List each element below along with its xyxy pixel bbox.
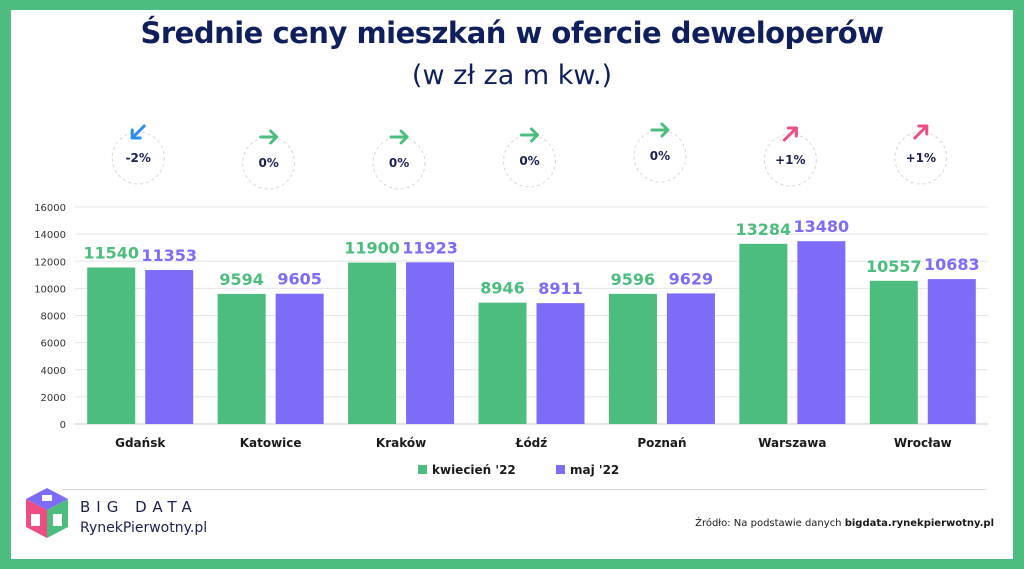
arrow-down-left-icon <box>130 124 146 140</box>
arrow-right-icon <box>520 127 539 143</box>
data-label: 11353 <box>141 246 197 265</box>
change-indicator: -2% <box>111 124 165 185</box>
y-axis: 0 2000 4000 6000 8000 10000 12000 14000 16000 <box>34 203 66 431</box>
data-label: 9596 <box>611 270 656 289</box>
bar-maj <box>797 241 846 424</box>
arrow-right-icon <box>259 129 279 145</box>
data-label: 11923 <box>402 238 458 257</box>
change-indicator: 0% <box>242 129 296 190</box>
y-tick-label: 4000 <box>41 366 66 377</box>
legend-label: kwiecień '22 <box>432 463 516 477</box>
source-note: Źródło: Na podstawie danych bigdata.ryne… <box>695 518 994 529</box>
change-indicator: 0% <box>633 122 687 183</box>
change-indicator: +1% <box>894 124 948 185</box>
change-label: +1% <box>775 153 805 167</box>
bars <box>87 241 976 424</box>
data-label: 10557 <box>866 257 922 276</box>
x-tick-label: Gdańsk <box>115 436 166 450</box>
x-tick-label: Poznań <box>637 436 686 450</box>
legend-swatch <box>556 465 565 474</box>
x-tick-label: Katowice <box>240 436 302 450</box>
bar-maj <box>927 279 976 424</box>
legend: kwiecień '22 maj '22 <box>418 463 619 477</box>
change-indicator: 0% <box>372 129 426 190</box>
change-label: 0% <box>258 156 278 170</box>
data-label: 11900 <box>344 239 400 258</box>
gridlines <box>75 206 988 425</box>
source-prefix: Źródło: Na podstawie danych <box>695 518 842 529</box>
chart-title: Średnie ceny mieszkań w ofercie dewelope… <box>140 16 884 50</box>
bar-maj <box>406 262 455 424</box>
y-tick-label: 8000 <box>41 312 66 323</box>
bar-kwiecien <box>217 293 266 424</box>
change-label: 0% <box>389 156 409 170</box>
rynekpierwotny-logo-icon <box>26 488 68 538</box>
chart-subtitle: (w zł za m kw.) <box>411 60 613 91</box>
data-label: 9605 <box>277 270 322 289</box>
data-label: 8911 <box>538 279 583 298</box>
change-indicator: +1% <box>763 126 817 187</box>
bar-maj <box>536 303 585 424</box>
bar-kwiecien <box>608 293 657 424</box>
bar-maj <box>275 293 324 424</box>
bar-kwiecien <box>739 243 788 424</box>
change-label: 0% <box>650 149 670 163</box>
change-label: -2% <box>126 151 151 165</box>
x-tick-label: Łódź <box>515 436 548 450</box>
source-link[interactable]: bigdata.rynekpierwotny.pl <box>844 518 994 529</box>
change-indicators: -2% 0% 0% 0% 0% +1% +1% <box>111 122 948 190</box>
change-label: 0% <box>519 154 539 168</box>
data-label: 9629 <box>669 269 714 288</box>
footer-divider <box>62 489 986 490</box>
arrow-right-icon <box>650 122 670 138</box>
data-labels: 11540 11353 9594 9605 11900 11923 8946 8911 9596… <box>83 217 979 298</box>
change-indicator: 0% <box>503 127 556 188</box>
brand-name: RynekPierwotny.pl <box>80 520 208 536</box>
data-label: 11540 <box>83 243 139 262</box>
y-tick-label: 2000 <box>41 393 66 404</box>
data-label: 10683 <box>924 255 980 274</box>
arrow-up-right-icon <box>782 126 798 142</box>
legend-swatch <box>418 465 427 474</box>
bar-maj <box>666 293 715 424</box>
y-tick-label: 16000 <box>34 203 66 214</box>
bar-maj <box>145 270 194 424</box>
x-tick-label: Wrocław <box>894 436 952 450</box>
arrow-up-right-icon <box>913 124 929 140</box>
x-tick-label: Kraków <box>376 436 426 450</box>
bar-kwiecien <box>478 302 527 424</box>
data-label: 13284 <box>736 220 792 239</box>
y-tick-label: 10000 <box>34 284 66 295</box>
change-label: +1% <box>906 151 936 165</box>
data-label: 13480 <box>794 217 850 236</box>
y-tick-label: 12000 <box>34 257 66 268</box>
y-tick-label: 6000 <box>41 339 66 350</box>
data-label: 9594 <box>219 270 264 289</box>
bar-kwiecien <box>348 262 397 424</box>
x-tick-label: Warszawa <box>758 436 826 450</box>
legend-label: maj '22 <box>570 463 619 477</box>
brand-big-data: BIG DATA <box>80 498 198 516</box>
y-tick-label: 0 <box>60 420 66 431</box>
x-axis: Gdańsk Katowice Kraków Łódź Poznań Warszawa Wr… <box>115 436 952 450</box>
bar-kwiecien <box>87 267 136 424</box>
y-tick-label: 14000 <box>34 230 66 241</box>
arrow-right-icon <box>389 129 409 145</box>
bar-kwiecien <box>869 280 918 424</box>
data-label: 8946 <box>480 279 525 298</box>
